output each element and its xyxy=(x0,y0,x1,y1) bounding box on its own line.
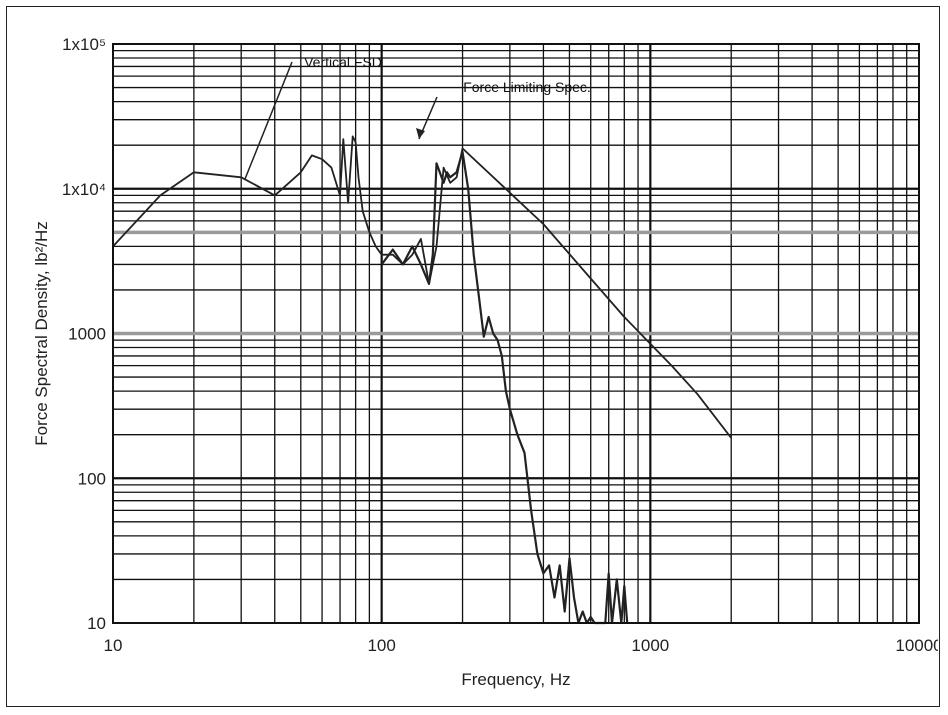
callout-label-vertical-fsd: Vertical FSD xyxy=(304,54,382,70)
tick-labels: 10 100 1000 10000 10 100 1000 1x10⁴ 1x10⁵ xyxy=(62,35,938,655)
series-line-force-limiting-spec xyxy=(112,135,732,439)
chart-svg: 10 100 1000 10000 10 100 1000 1x10⁴ 1x10⁵ Vertic… xyxy=(32,35,938,689)
annotations: Vertical FSD Force Limiting Spec. xyxy=(244,54,591,180)
chart-frame: 10 100 1000 10000 10 100 1000 1x10⁴ 1x10⁵ Vertic… xyxy=(6,6,940,707)
y-tick-label: 1x10⁵ xyxy=(62,35,106,54)
callout-arrowhead xyxy=(416,128,425,139)
x-tick-label: 100 xyxy=(367,636,395,655)
x-tick-label: 10000 xyxy=(895,636,938,655)
x-tick-label: 1000 xyxy=(631,636,669,655)
y-tick-label: 1000 xyxy=(68,325,106,344)
y-tick-label: 1x10⁴ xyxy=(62,180,106,199)
plot-area-border xyxy=(112,43,920,624)
y-tick-label: 100 xyxy=(78,469,106,488)
callout-label-force-limiting-spec: Force Limiting Spec. xyxy=(463,79,591,95)
x-axis-label: Frequency, Hz xyxy=(461,670,570,689)
y-tick-label: 10 xyxy=(87,614,106,633)
x-tick-label: 10 xyxy=(104,636,123,655)
callout-leader-vertical-fsd xyxy=(244,61,293,180)
grid xyxy=(113,44,919,623)
y-axis-label: Force Spectral Density, lb²/Hz xyxy=(32,221,51,446)
